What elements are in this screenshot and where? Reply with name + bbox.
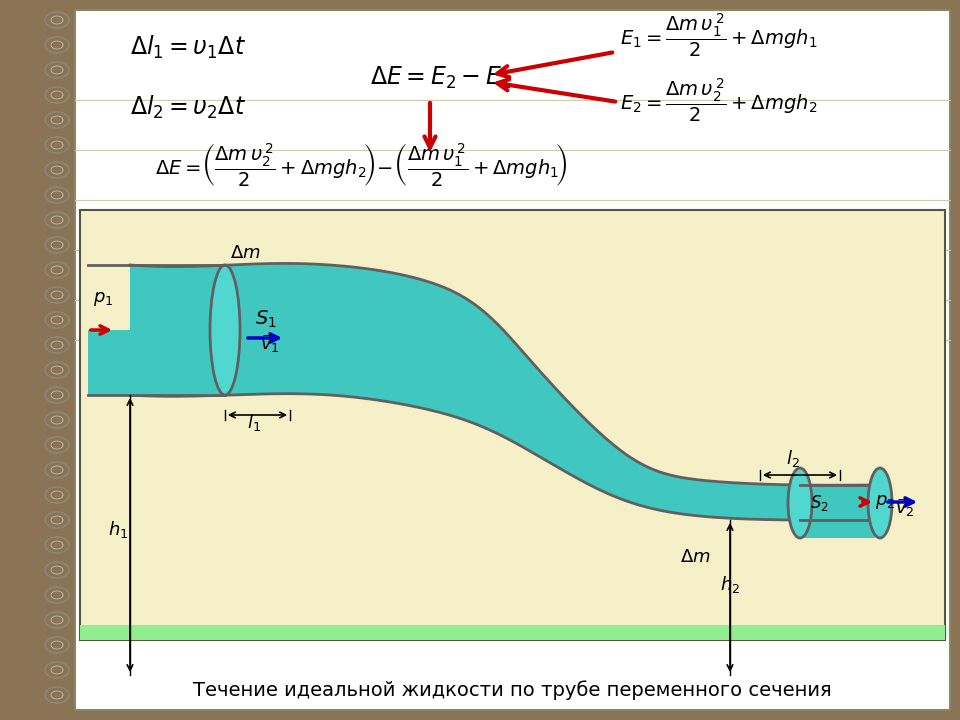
Bar — [88, 330, 225, 395]
Text: $p_1$: $p_1$ — [93, 290, 113, 308]
Text: $h_2$: $h_2$ — [720, 574, 740, 595]
Ellipse shape — [210, 265, 240, 395]
Bar — [800, 485, 875, 503]
Text: $\Delta l_2 = \upsilon_2 \Delta t$: $\Delta l_2 = \upsilon_2 \Delta t$ — [130, 94, 246, 121]
Text: $l_2$: $l_2$ — [786, 448, 800, 469]
Text: $\Delta E = \!\left(\dfrac{\Delta m\,\upsilon_2^{\,2}}{2} + \Delta mgh_2\!\right: $\Delta E = \!\left(\dfrac{\Delta m\,\up… — [155, 142, 567, 189]
Text: Течение идеальной жидкости по трубе переменного сечения: Течение идеальной жидкости по трубе пере… — [193, 680, 831, 700]
Ellipse shape — [868, 468, 892, 538]
Text: $\Delta m$: $\Delta m$ — [230, 244, 260, 262]
Text: $\Delta E = E_2 - E_1$: $\Delta E = E_2 - E_1$ — [370, 65, 511, 91]
Text: $E_2 = \dfrac{\Delta m\,\upsilon_2^{\,2}}{2} + \Delta mgh_2$: $E_2 = \dfrac{\Delta m\,\upsilon_2^{\,2}… — [620, 76, 817, 124]
Bar — [80, 625, 945, 640]
Text: $p_2$: $p_2$ — [875, 493, 896, 511]
Text: $\Delta l_1 = \upsilon_1 \Delta t$: $\Delta l_1 = \upsilon_1 \Delta t$ — [130, 34, 246, 61]
Ellipse shape — [788, 468, 812, 538]
Text: $S_2$: $S_2$ — [810, 493, 828, 513]
Text: $S_1$: $S_1$ — [255, 309, 276, 330]
Text: $\Delta m$: $\Delta m$ — [680, 548, 710, 566]
Text: $l_1$: $l_1$ — [247, 412, 261, 433]
Text: $\vec{v}_1$: $\vec{v}_1$ — [260, 332, 279, 355]
Polygon shape — [130, 264, 870, 520]
Bar — [80, 210, 945, 640]
Text: $h_1$: $h_1$ — [108, 519, 129, 540]
Text: $E_1 = \dfrac{\Delta m\,\upsilon_1^{\,2}}{2} + \Delta mgh_1$: $E_1 = \dfrac{\Delta m\,\upsilon_1^{\,2}… — [620, 12, 817, 59]
Text: $\vec{v}_2$: $\vec{v}_2$ — [895, 496, 915, 519]
Bar — [800, 503, 875, 538]
